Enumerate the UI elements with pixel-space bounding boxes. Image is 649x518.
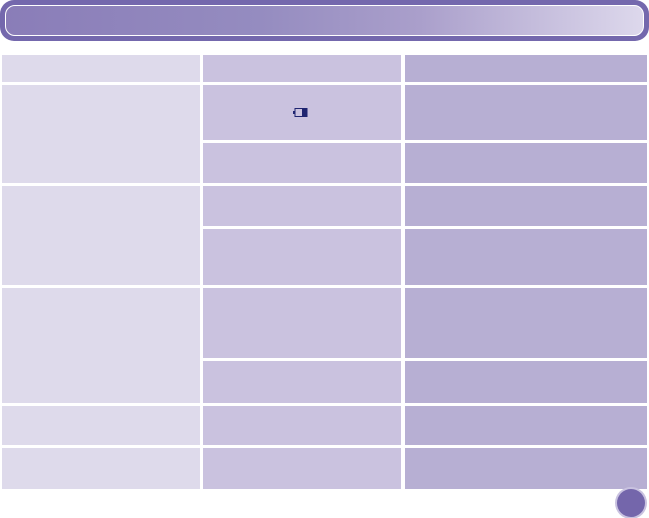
- table-cell: [203, 85, 401, 140]
- table-cell: [405, 186, 647, 226]
- title-bar: [0, 0, 649, 41]
- table-cell: [2, 186, 200, 285]
- battery-icon: [293, 108, 308, 117]
- table-cell: [203, 143, 401, 183]
- table-cell: [405, 85, 647, 140]
- title-bar-inner: [5, 5, 644, 36]
- table-cell: [2, 406, 200, 445]
- table-cell: [203, 186, 401, 226]
- table-cell: [405, 229, 647, 285]
- table-cell: [405, 406, 647, 445]
- table-cell: [203, 448, 401, 489]
- table-cell: [405, 288, 647, 358]
- table-cell: [405, 448, 647, 489]
- table-cell: [2, 288, 200, 403]
- table-header-cell: [2, 55, 200, 82]
- table-cell: [2, 448, 200, 489]
- table-header-cell: [405, 55, 647, 82]
- table-cell: [203, 229, 401, 285]
- page-marker: [617, 489, 645, 517]
- table-header-cell: [203, 55, 401, 82]
- table-cell: [2, 85, 200, 183]
- table-cell: [203, 406, 401, 445]
- table-cell: [405, 361, 647, 403]
- table-cell: [405, 143, 647, 183]
- table-cell: [203, 288, 401, 358]
- table-cell: [203, 361, 401, 403]
